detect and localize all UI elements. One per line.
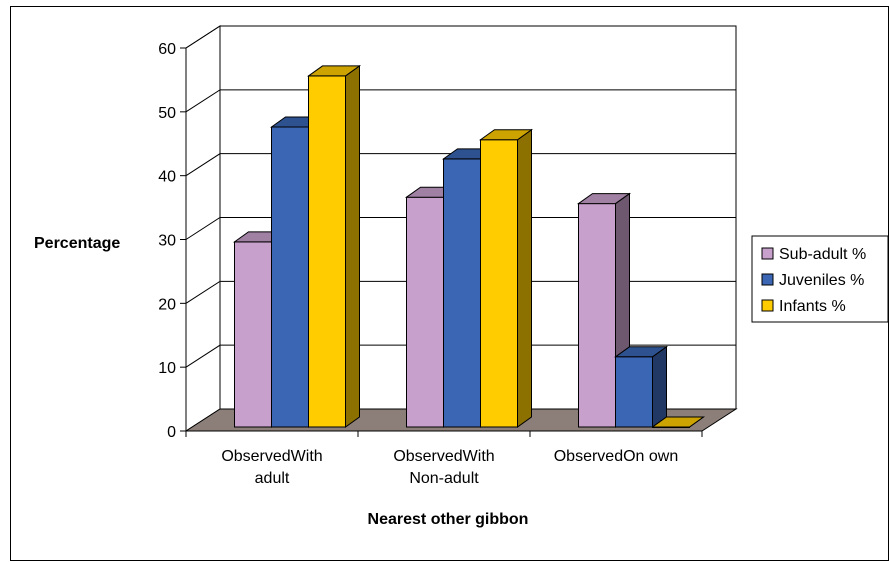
- legend-swatch: [761, 273, 774, 286]
- x-category-label: ObservedOn own: [554, 448, 679, 465]
- y-tick-label: 50: [158, 105, 176, 122]
- bar-side: [652, 345, 667, 428]
- x-category-label-line: adult: [255, 470, 290, 487]
- x-category-label-line: ObservedWith: [393, 448, 494, 465]
- bar-front: [615, 356, 653, 428]
- x-category-label-line: ObservedWith: [221, 448, 322, 465]
- legend-label: Sub-adult %: [779, 246, 866, 263]
- x-category-label: ObservedWith Non-adult: [393, 448, 494, 487]
- legend-swatch: [761, 299, 774, 312]
- bar-front: [234, 241, 272, 428]
- bar-front: [578, 203, 616, 428]
- legend-label: Infants %: [779, 298, 846, 315]
- x-category-label: ObservedWith adult: [221, 448, 322, 487]
- bar-top: [650, 416, 706, 428]
- legend-box: [751, 235, 889, 323]
- bar: [650, 416, 706, 428]
- bar: [306, 64, 362, 428]
- gridline: [185, 25, 736, 49]
- y-tick-label: 0: [167, 424, 176, 441]
- gridline: [185, 153, 736, 177]
- x-axis-title: Nearest other gibbon: [368, 511, 529, 528]
- bars: [232, 64, 706, 428]
- legend: Sub-adult % Juveniles % Infants %: [751, 235, 889, 323]
- legend-label: Juveniles %: [779, 272, 864, 289]
- bar-top: [613, 346, 669, 358]
- x-category-label-line: Non-adult: [409, 470, 479, 487]
- bar-side: [345, 64, 360, 428]
- bar-front: [406, 196, 444, 428]
- bar-front: [308, 75, 346, 428]
- gridlines: [185, 25, 736, 368]
- gridline: [185, 280, 736, 304]
- x-category-label-line: ObservedOn own: [554, 448, 679, 465]
- y-tick-label: 60: [158, 41, 176, 58]
- gridline: [185, 344, 736, 368]
- legend-swatch: [761, 247, 774, 260]
- gridline: [185, 217, 736, 240]
- bar-front: [271, 126, 309, 428]
- bar-top: [576, 193, 632, 205]
- bar-top: [306, 65, 362, 77]
- bar-front: [443, 158, 481, 428]
- y-tick-label: 30: [158, 233, 176, 250]
- bar-top: [478, 129, 534, 141]
- y-tick-label: 10: [158, 360, 176, 377]
- y-axis-title: Percentage: [34, 235, 120, 252]
- y-tick-label: 20: [158, 296, 176, 313]
- bar-side: [517, 128, 532, 428]
- y-axis-ticks: 0 10 20 30 40 50 60: [158, 41, 187, 441]
- gridline: [185, 89, 736, 113]
- bar: [478, 128, 534, 428]
- bar: [613, 345, 669, 428]
- bar-front: [480, 139, 518, 428]
- y-tick-label: 40: [158, 169, 176, 186]
